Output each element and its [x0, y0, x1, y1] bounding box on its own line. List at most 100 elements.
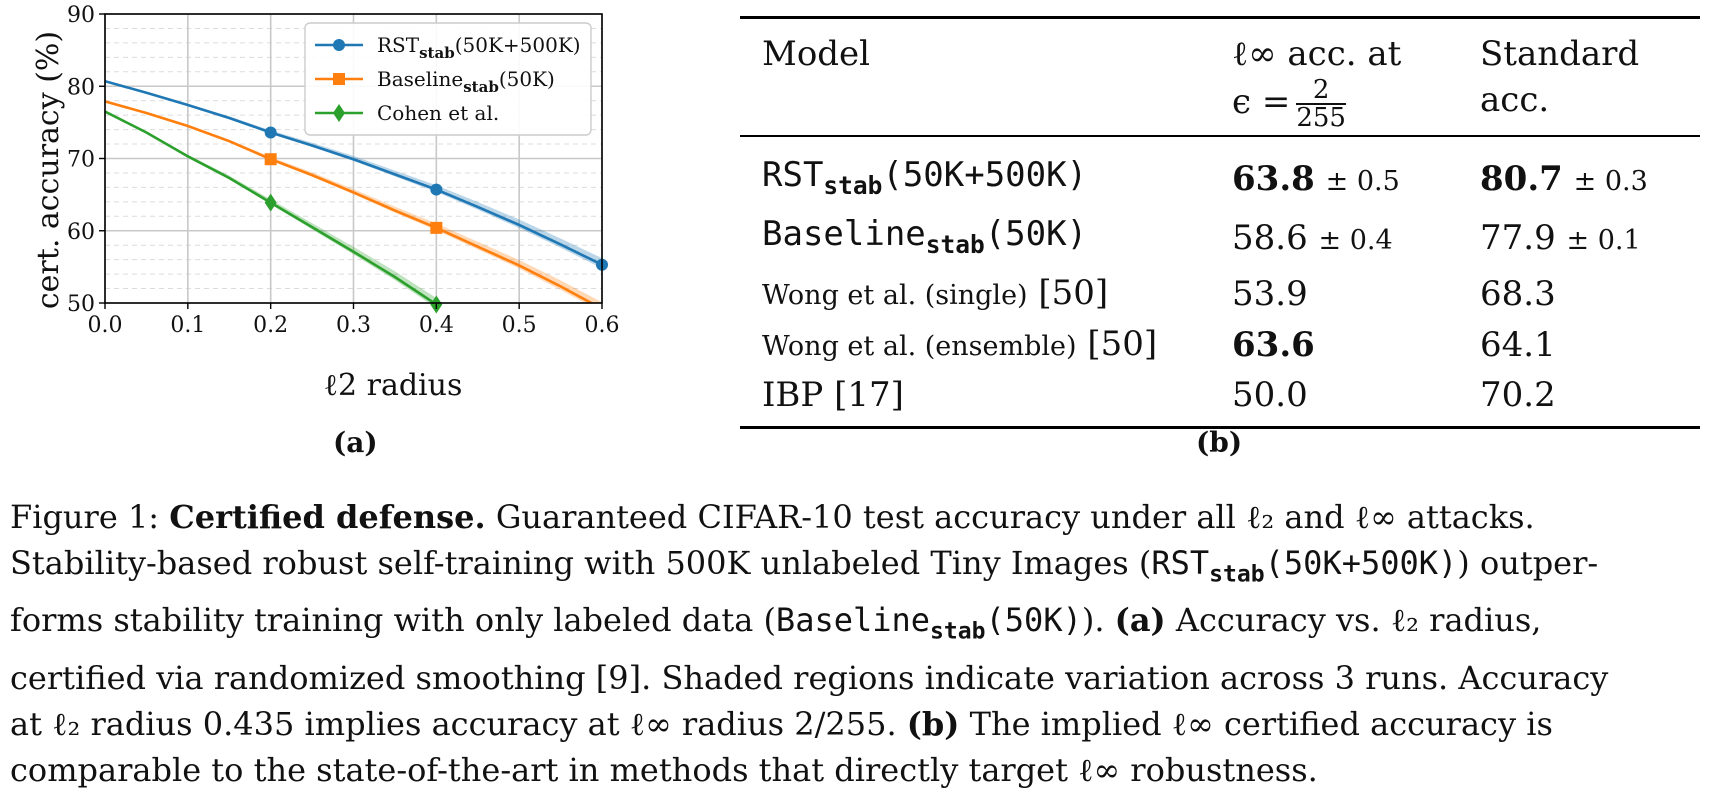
- model-name: Wong et al. (ensemble): [762, 330, 1077, 362]
- caption-text: ).: [1081, 601, 1105, 640]
- x-axis-label: ℓ2 radius: [324, 368, 463, 403]
- table-row: Wong et al. (single) [50] 53.9 68.3: [740, 269, 1700, 320]
- std-value: 77.9: [1480, 217, 1556, 258]
- caption-model-size: (50K+500K): [1264, 544, 1458, 582]
- row-std: 68.3: [1480, 269, 1700, 320]
- caption-text: The implied ℓ∞ certified accuracy is: [969, 704, 1553, 743]
- table-header-row: Model ℓ∞ acc. at ϵ = 2 255 Standard acc.: [740, 16, 1700, 137]
- model-name: Wong et al. (single): [762, 279, 1028, 311]
- row-model: IBP [17]: [740, 370, 1232, 429]
- caption-text: certified via randomized smoothing [9]. …: [10, 658, 1609, 697]
- y-axis-label: cert. accuracy (%): [31, 31, 66, 309]
- row-model: Wong et al. (ensemble) [50]: [740, 320, 1232, 371]
- row-std: 70.2: [1480, 370, 1700, 429]
- fraction-numerator: 2: [1296, 77, 1346, 105]
- linf-value: 63.8: [1232, 158, 1315, 199]
- linf-std: ± 0.5: [1325, 165, 1400, 197]
- model-reference: [50]: [1087, 323, 1158, 364]
- epsilon-fraction: 2 255: [1296, 77, 1346, 131]
- caption-panel-ref: (a): [1114, 601, 1166, 640]
- linf-value: 50.0: [1232, 374, 1308, 415]
- caption-text: comparable to the state-of-the-art in me…: [10, 750, 1318, 789]
- caption-line-2: Stability-based robust self-training wit…: [10, 540, 1725, 597]
- caption-text: at ℓ₂ radius 0.435 implies accuracy at ℓ…: [10, 704, 897, 743]
- y-tick-label: 90: [67, 3, 95, 28]
- header-linf-line1: ℓ∞ acc. at: [1232, 34, 1402, 74]
- row-std: 64.1: [1480, 320, 1700, 371]
- model-subscript: stab: [823, 170, 883, 200]
- row-linf: 63.8 ± 0.5: [1232, 136, 1480, 210]
- header-model-label: Model: [762, 34, 871, 74]
- legend-marker: [333, 73, 345, 85]
- linf-value: 53.9: [1232, 273, 1308, 314]
- chart-legend: RSTstab(50K+500K) Baselinestab(50K) Cohen …: [304, 22, 592, 136]
- series-marker: [264, 153, 277, 166]
- panel-label-a: (a): [333, 426, 378, 459]
- figure-caption: Figure 1: Certified defense. Guaranteed …: [10, 494, 1725, 793]
- table-row: RSTstab(50K+500K) 63.8 ± 0.5 80.7 ± 0.3: [740, 136, 1700, 210]
- series-line: [105, 79, 602, 266]
- model-subscript: stab: [925, 229, 985, 259]
- caption-text: Accuracy vs. ℓ₂ radius,: [1175, 601, 1542, 640]
- x-tick-label: 0.6: [585, 313, 620, 338]
- row-std: 80.7 ± 0.3: [1480, 136, 1700, 210]
- row-linf: 50.0: [1232, 370, 1480, 429]
- model-name: Baseline: [762, 213, 926, 254]
- row-model: RSTstab(50K+500K): [740, 136, 1232, 210]
- std-std: ± 0.3: [1573, 165, 1648, 197]
- linf-value: 63.6: [1232, 324, 1315, 365]
- y-tick-label: 60: [67, 220, 95, 245]
- caption-line-3: forms stability training with only label…: [10, 597, 1725, 654]
- row-model: Wong et al. (single) [50]: [740, 269, 1232, 320]
- caption-title: Certified defense.: [169, 498, 486, 536]
- y-tick-label: 80: [67, 75, 95, 100]
- results-table: Model ℓ∞ acc. at ϵ = 2 255 Standard acc. R…: [740, 16, 1700, 429]
- std-std: ± 0.1: [1566, 224, 1641, 256]
- caption-model-name: Baseline: [775, 601, 931, 640]
- caption-model-subscript: stab: [930, 618, 986, 645]
- row-linf: 63.6: [1232, 320, 1480, 371]
- caption-text: forms stability training with only label…: [10, 601, 776, 640]
- caption-text: Guaranteed CIFAR-10 test accuracy under …: [495, 498, 1535, 536]
- legend-label: Cohen et al.: [377, 101, 499, 125]
- panel-label-b: (b): [1196, 426, 1243, 459]
- model-data-size: (50K): [984, 213, 1088, 254]
- caption-model-size: (50K): [985, 601, 1082, 640]
- std-value: 80.7: [1480, 158, 1563, 199]
- linf-std: ± 0.4: [1318, 224, 1393, 256]
- caption-model-name: RST: [1151, 544, 1210, 582]
- header-linf: ℓ∞ acc. at ϵ = 2 255: [1232, 16, 1480, 137]
- header-model: Model: [740, 16, 1232, 137]
- series-marker: [264, 193, 277, 212]
- fraction-denominator: 255: [1296, 103, 1346, 133]
- series-marker: [430, 221, 443, 234]
- caption-line-4: certified via randomized smoothing [9]. …: [10, 655, 1725, 701]
- x-tick-label: 0.1: [170, 313, 205, 338]
- row-std: 77.9 ± 0.1: [1480, 210, 1700, 269]
- x-tick-label: 0.0: [88, 313, 123, 338]
- header-std-line2: acc.: [1480, 80, 1550, 120]
- header-std-line1: Standard: [1480, 34, 1640, 74]
- series-marker: [264, 126, 277, 139]
- figure-number: Figure 1:: [10, 498, 160, 536]
- legend-box: [304, 22, 592, 136]
- x-tick-label: 0.4: [419, 313, 454, 338]
- std-value: 70.2: [1480, 374, 1556, 415]
- y-tick-label: 70: [67, 148, 95, 173]
- caption-line-6: comparable to the state-of-the-art in me…: [10, 747, 1725, 793]
- y-tick-label: 50: [67, 292, 95, 317]
- caption-line-1: Figure 1: Certified defense. Guaranteed …: [10, 494, 1725, 540]
- x-tick-label: 0.3: [336, 313, 371, 338]
- table-row: Baselinestab(50K) 58.6 ± 0.4 77.9 ± 0.1: [740, 210, 1700, 269]
- series-line: [105, 100, 595, 303]
- series-marker: [430, 183, 443, 196]
- std-value: 68.3: [1480, 273, 1556, 314]
- row-linf: 58.6 ± 0.4: [1232, 210, 1480, 269]
- table-row: Wong et al. (ensemble) [50] 63.6 64.1: [740, 320, 1700, 371]
- header-linf-eps: ϵ =: [1232, 82, 1291, 122]
- legend-label: Baselinestab(50K): [377, 67, 555, 96]
- chart-ticks: 0.0 0.1 0.2 0.3 0.4 0.5 0.6 50 60 70 80 90: [67, 3, 620, 338]
- caption-panel-ref: (b): [906, 704, 960, 743]
- std-value: 64.1: [1480, 324, 1556, 365]
- model-reference: [50]: [1038, 272, 1109, 313]
